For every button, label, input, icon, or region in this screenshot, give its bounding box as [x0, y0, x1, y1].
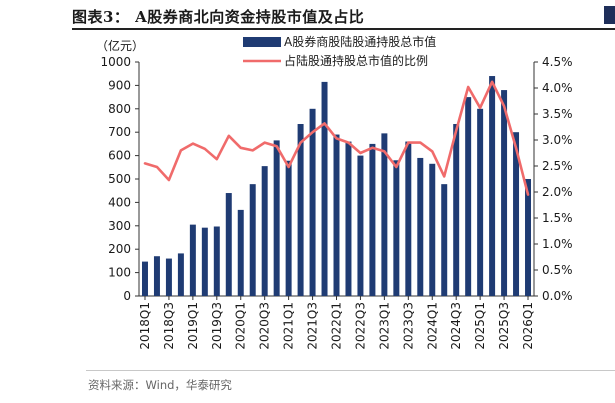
adjacent-figure-edge-mark: [604, 6, 615, 24]
x-tick-label: 2023Q3: [401, 302, 415, 350]
y-tick-label: 200: [108, 242, 131, 256]
x-tick-label: 2024Q3: [449, 302, 463, 350]
x-tick-label: 2025Q3: [497, 302, 511, 350]
x-tick-label: 2024Q1: [425, 302, 439, 350]
bar: [177, 253, 184, 296]
bar: [189, 224, 196, 296]
y-tick-label: 500: [108, 172, 131, 186]
y-tick-label: 800: [108, 102, 131, 116]
bar: [285, 160, 292, 296]
ratio-line: [143, 80, 530, 196]
y-tick-label: 700: [108, 125, 131, 139]
bar: [501, 90, 508, 296]
y-tick-label: 400: [108, 195, 131, 209]
title-underline: [72, 28, 615, 30]
bar: [381, 133, 388, 296]
bar: [429, 163, 436, 296]
y2-tick-label: 1.0%: [542, 237, 573, 251]
x-tick-label: 2018Q3: [162, 302, 176, 350]
bar: [441, 184, 448, 296]
bar: [357, 155, 364, 296]
bar: [297, 124, 304, 296]
bar: [165, 258, 172, 296]
legend-label-line: 占陆股通持股总市值的比例: [284, 53, 428, 68]
figure-title: 图表3： A股券商北向资金持股市值及占比: [72, 8, 365, 26]
tick-labels: 0 100 200 300 400 500 600 700 800 900 1000 0.0% 0.5%…: [96, 38, 573, 350]
y-tick-label: 0: [123, 289, 131, 303]
bar: [141, 261, 148, 296]
x-tick-label: 2023Q1: [377, 302, 391, 350]
bar: [453, 124, 460, 296]
bar: [261, 166, 268, 296]
bars-series: [141, 76, 532, 296]
source-divider: [86, 370, 615, 371]
bar: [525, 179, 532, 296]
y2-tick-label: 0.0%: [542, 289, 573, 303]
bar: [369, 143, 376, 296]
y-tick-label: 900: [108, 78, 131, 92]
bar: [513, 132, 520, 296]
legend-swatch-bars: [243, 37, 281, 47]
bar: [273, 140, 280, 296]
bar: [309, 108, 316, 296]
bar: [201, 227, 208, 296]
x-tick-label: 2019Q3: [210, 302, 224, 350]
x-tick-label: 2025Q1: [473, 302, 487, 350]
bar: [477, 108, 484, 296]
bar: [225, 193, 232, 296]
bar: [333, 134, 340, 296]
y2-tick-label: 3.0%: [542, 133, 573, 147]
y2-tick-label: 4.0%: [542, 81, 573, 95]
bar: [405, 141, 412, 296]
y-tick-label: 300: [108, 219, 131, 233]
bar: [213, 226, 220, 296]
legend-label-bars: A股券商股陆股通持股总市值: [284, 34, 436, 49]
y2-tick-label: 2.0%: [542, 185, 573, 199]
y-tick-label: 100: [108, 266, 131, 280]
x-tick-label: 2022Q3: [353, 302, 367, 350]
bar: [249, 184, 256, 296]
bar: [417, 157, 424, 296]
x-tick-label: 2018Q1: [138, 302, 152, 350]
y2-tick-label: 1.5%: [542, 211, 573, 225]
y-axis-unit-label: （亿元）: [96, 38, 144, 53]
y-tick-label: 1000: [100, 55, 131, 69]
x-tick-label: 2026Q1: [521, 302, 535, 350]
y2-tick-label: 4.5%: [542, 55, 573, 69]
bar: [321, 81, 328, 296]
y2-tick-label: 3.5%: [542, 107, 573, 121]
y2-tick-label: 2.5%: [542, 159, 573, 173]
bar: [489, 76, 496, 296]
bar: [465, 97, 472, 296]
bar: [237, 209, 244, 296]
y-tick-label: 600: [108, 149, 131, 163]
y2-tick-label: 0.5%: [542, 263, 573, 277]
line-series: [143, 80, 530, 196]
source-note: 资料来源：Wind，华泰研究: [88, 378, 232, 392]
bar: [153, 256, 160, 296]
x-tick-label: 2019Q1: [186, 302, 200, 350]
x-tick-label: 2020Q1: [234, 302, 248, 350]
x-tick-label: 2022Q1: [330, 302, 344, 350]
x-tick-label: 2021Q1: [282, 302, 296, 350]
x-tick-label: 2021Q3: [306, 302, 320, 350]
bar: [345, 141, 352, 296]
bar: [393, 160, 400, 296]
x-tick-label: 2020Q3: [258, 302, 272, 350]
